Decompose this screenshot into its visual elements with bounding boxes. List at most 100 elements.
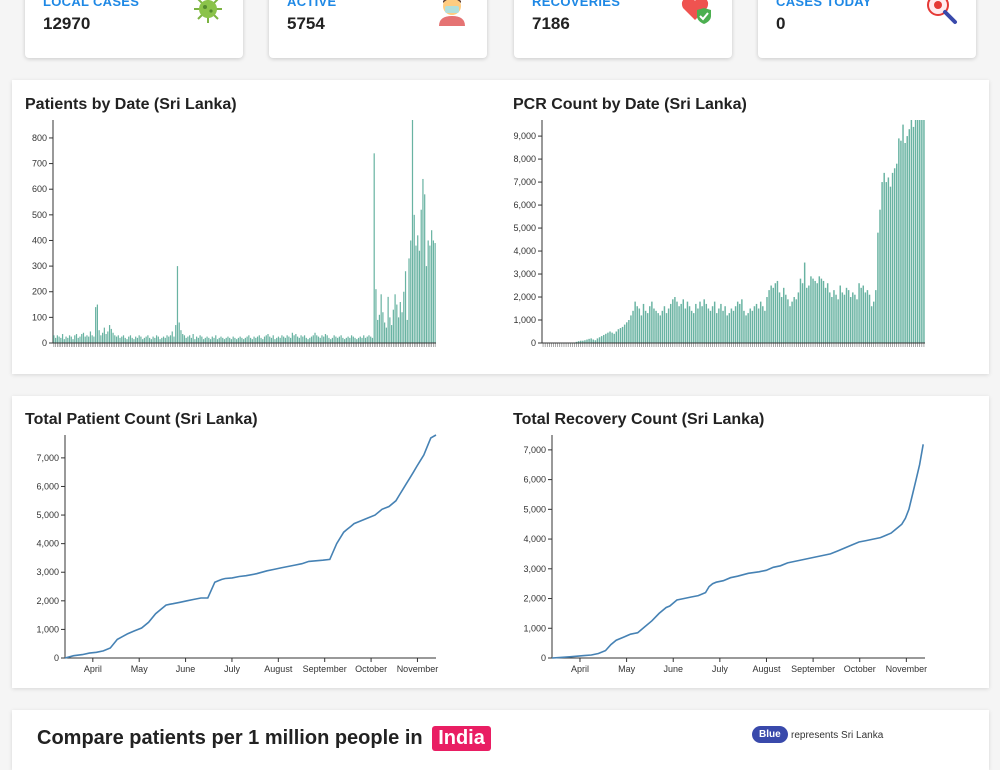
y-tick-label: 0 bbox=[531, 338, 536, 348]
bar bbox=[341, 335, 342, 343]
bar bbox=[622, 327, 623, 343]
bar bbox=[294, 335, 295, 343]
bar bbox=[307, 339, 308, 343]
bar bbox=[130, 335, 131, 343]
bar bbox=[112, 333, 113, 343]
bar bbox=[248, 335, 249, 343]
bar bbox=[391, 325, 392, 343]
bar bbox=[250, 338, 251, 343]
bar bbox=[722, 311, 723, 343]
bar bbox=[856, 299, 857, 343]
bar bbox=[330, 339, 331, 343]
bar bbox=[175, 325, 176, 343]
x-tick-label: July bbox=[712, 664, 729, 674]
country-selector[interactable]: India bbox=[432, 726, 491, 751]
bar bbox=[118, 335, 119, 343]
bar bbox=[840, 286, 841, 343]
bar bbox=[379, 315, 380, 343]
bar bbox=[213, 338, 214, 343]
bar bbox=[332, 338, 333, 343]
bar bbox=[877, 233, 878, 343]
bar bbox=[733, 311, 734, 343]
bar bbox=[747, 313, 748, 343]
bar bbox=[166, 335, 167, 343]
x-tick-label: November bbox=[886, 664, 928, 674]
bar bbox=[72, 339, 73, 343]
y-tick-label: 3,000 bbox=[36, 567, 59, 577]
bar bbox=[400, 302, 401, 343]
bar bbox=[271, 338, 272, 343]
bar bbox=[597, 338, 598, 343]
bar bbox=[306, 338, 307, 343]
bar bbox=[871, 306, 872, 343]
bar bbox=[243, 339, 244, 343]
bar bbox=[764, 311, 765, 343]
bar bbox=[666, 313, 667, 343]
bar bbox=[179, 322, 180, 343]
bar bbox=[915, 120, 916, 343]
bar bbox=[691, 311, 692, 343]
x-tick-label: April bbox=[571, 664, 589, 674]
bar bbox=[706, 304, 707, 343]
bar bbox=[193, 334, 194, 343]
bar bbox=[599, 337, 600, 343]
bar bbox=[278, 337, 279, 343]
bar bbox=[758, 309, 759, 343]
bar bbox=[182, 334, 183, 343]
bar bbox=[687, 302, 688, 343]
bar bbox=[154, 338, 155, 343]
bar bbox=[879, 210, 880, 343]
bar bbox=[835, 295, 836, 343]
bar bbox=[881, 182, 882, 343]
bar bbox=[607, 333, 608, 343]
stat-cards-row: LOCAL CASES 12970 ACTIVE 5754 RECOVERIES… bbox=[0, 0, 1000, 58]
bar bbox=[649, 306, 650, 343]
bar bbox=[781, 297, 782, 343]
bar bbox=[854, 295, 855, 343]
bar bbox=[894, 168, 895, 343]
bar bbox=[104, 328, 105, 343]
bar bbox=[415, 246, 416, 343]
bar bbox=[426, 266, 427, 343]
bar bbox=[388, 297, 389, 343]
magnifier-virus-icon bbox=[924, 0, 958, 26]
bar bbox=[321, 335, 322, 343]
bar bbox=[344, 339, 345, 343]
bar bbox=[593, 340, 594, 343]
stat-label: ACTIVE bbox=[287, 0, 336, 9]
bar bbox=[309, 338, 310, 343]
bar bbox=[676, 302, 677, 343]
bar bbox=[252, 339, 253, 343]
bar bbox=[302, 337, 303, 343]
bar bbox=[226, 338, 227, 343]
bar bbox=[220, 337, 221, 343]
bar bbox=[311, 337, 312, 343]
y-tick-label: 6,000 bbox=[36, 481, 59, 491]
bar bbox=[394, 294, 395, 343]
bar bbox=[768, 290, 769, 343]
x-tick-label: April bbox=[84, 664, 102, 674]
x-tick-label: September bbox=[791, 664, 835, 674]
bar bbox=[435, 243, 436, 343]
bar bbox=[384, 322, 385, 343]
bar bbox=[793, 297, 794, 343]
bar bbox=[904, 143, 905, 343]
y-tick-label: 2,000 bbox=[513, 292, 536, 302]
bar bbox=[342, 338, 343, 343]
bar bbox=[126, 339, 127, 343]
bar bbox=[816, 283, 817, 343]
bar bbox=[88, 337, 89, 343]
bar bbox=[92, 335, 93, 343]
bar bbox=[804, 263, 805, 343]
bar bbox=[287, 335, 288, 343]
bar bbox=[123, 335, 124, 343]
bar bbox=[802, 283, 803, 343]
bar bbox=[750, 309, 751, 343]
x-tick-label: August bbox=[264, 664, 293, 674]
bar bbox=[590, 338, 591, 343]
bar bbox=[714, 302, 715, 343]
bar bbox=[257, 337, 258, 343]
bar bbox=[643, 304, 644, 343]
bar bbox=[756, 304, 757, 343]
